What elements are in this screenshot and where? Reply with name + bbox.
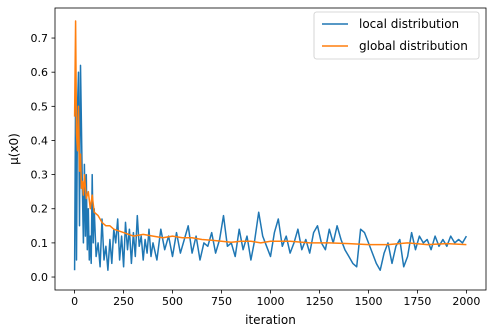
legend-box xyxy=(313,11,480,60)
x-tick-label: 1750 xyxy=(403,295,431,308)
x-axis-title: iteration xyxy=(245,313,296,327)
y-tick-label: 0.3 xyxy=(31,169,49,182)
x-tick-label: 250 xyxy=(113,295,134,308)
y-tick-label: 0.0 xyxy=(31,271,49,284)
legend: local distribution global distribution xyxy=(313,11,480,60)
x-tick-label: 1000 xyxy=(257,295,285,308)
y-tick-label: 0.4 xyxy=(31,134,49,147)
x-tick-label: 2000 xyxy=(452,295,480,308)
series-line-local xyxy=(73,64,468,271)
legend-label: global distribution xyxy=(359,39,468,53)
y-axis-title: µ(x0) xyxy=(7,133,21,165)
x-tick-label: 1500 xyxy=(354,295,382,308)
y-tick-label: 0.6 xyxy=(31,66,49,79)
y-axis-ticks: 0.0 0.1 0.2 0.3 0.4 0.5 0.6 0.7 xyxy=(31,32,55,284)
y-tick-label: 0.2 xyxy=(31,203,49,216)
y-tick-label: 0.1 xyxy=(31,237,49,250)
x-tick-label: 750 xyxy=(211,295,232,308)
x-tick-label: 0 xyxy=(71,295,78,308)
x-axis-ticks: 0 250 500 750 1000 1250 1500 1750 2000 xyxy=(71,290,480,308)
x-tick-label: 1250 xyxy=(305,295,333,308)
y-tick-label: 0.7 xyxy=(31,32,49,45)
series-line-global xyxy=(73,20,467,246)
x-tick-label: 500 xyxy=(162,295,183,308)
y-tick-label: 0.5 xyxy=(31,100,49,113)
legend-label: local distribution xyxy=(359,17,459,31)
plot-lines xyxy=(73,20,468,271)
